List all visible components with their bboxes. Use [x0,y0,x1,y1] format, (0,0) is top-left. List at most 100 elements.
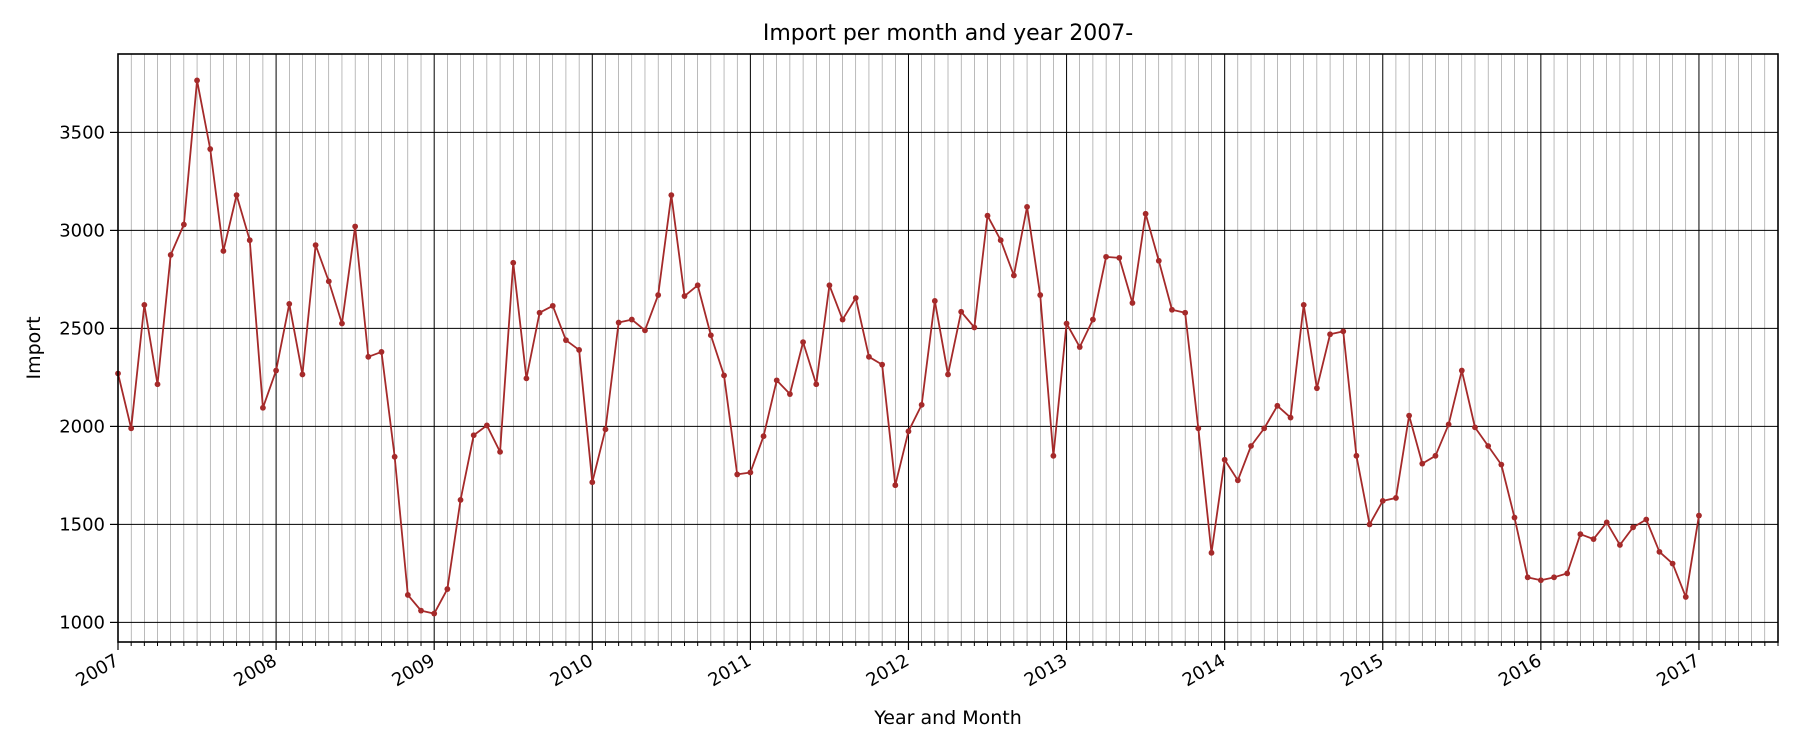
data-point [1169,306,1175,313]
data-point [457,497,464,503]
data-point [220,248,227,254]
x-tick-label: 2009 [389,650,439,691]
data-point [1037,292,1044,298]
data-point [536,309,543,316]
data-point [721,372,727,379]
data-point [1458,367,1465,374]
data-point [1261,425,1268,432]
data-point [668,192,675,199]
data-point [418,607,424,614]
data-point [1682,594,1689,600]
x-tick-label: 2011 [705,650,755,691]
data-point [1393,495,1399,501]
data-point [1090,316,1096,323]
data-point [325,278,332,285]
data-point [391,453,398,460]
data-point [1024,203,1030,210]
grid-lines [117,54,1779,642]
data-point [1234,477,1241,484]
data-point [167,252,174,258]
data-point [760,433,767,440]
data-point [1300,301,1307,308]
data-point [1432,452,1439,459]
data-point [707,332,714,339]
data-point [365,353,372,360]
data-point [339,320,345,327]
data-point [839,316,846,323]
data-point [260,404,266,411]
data-point [800,339,806,346]
data-point [1287,414,1294,421]
chart-title: Import per month and year 2007- [763,21,1133,46]
data-point [576,347,583,353]
y-tick-label: 1000 [59,612,105,633]
data-point [1050,452,1057,459]
data-point [497,448,503,455]
data-point [1340,328,1347,335]
data-point [1076,344,1083,350]
data-point [1010,272,1017,279]
data-point [1656,548,1663,555]
data-point [984,212,991,219]
data-point [1142,210,1149,217]
data-point [1603,519,1610,526]
data-point [1643,516,1650,523]
data-point [1155,257,1162,264]
data-point [1669,560,1676,567]
data-point [628,316,635,323]
data-point [1590,536,1597,542]
data-point [180,221,187,228]
x-axis-label: Year and Month [873,707,1022,729]
data-point [141,301,148,308]
data-point [1524,574,1531,581]
y-tick-label: 2000 [59,416,105,437]
data-point [510,259,517,266]
data-point [747,469,754,476]
data-point [1116,254,1123,261]
data-point [378,349,385,355]
data-point [1419,460,1426,467]
data-point [1208,549,1215,556]
data-point [1313,385,1320,392]
x-tick-label: 2008 [230,650,280,691]
data-point [1182,309,1189,316]
data-point [444,586,451,592]
data-point [1379,497,1386,504]
data-point [1485,443,1492,449]
data-point [207,146,214,152]
data-point [826,282,833,289]
data-point [694,282,701,289]
x-tick-label: 2017 [1653,650,1703,691]
data-point [1327,331,1333,338]
y-tick-label: 3000 [59,220,105,241]
data-point [352,223,359,230]
data-point [866,353,872,360]
x-tick-label: 2007 [72,650,122,691]
data-point [602,426,609,433]
x-tick-label: 2012 [863,650,913,691]
data-point [1248,443,1254,449]
data-point [1366,521,1373,528]
data-point [470,432,477,439]
data-point [1406,412,1413,419]
x-tick-label: 2013 [1021,650,1071,691]
data-point [918,401,925,408]
data-point [1221,456,1228,463]
data-point [273,367,279,374]
data-point [404,592,411,598]
data-point [483,422,490,429]
data-point [286,301,293,307]
data-point [945,371,951,378]
data-point [1445,421,1452,428]
y-tick-label: 1500 [59,514,105,535]
data-point [958,308,965,315]
data-point [1696,512,1702,519]
data-point [1630,524,1636,531]
data-point [154,381,161,388]
data-point [299,371,306,378]
data-point [1498,461,1505,468]
data-point [233,192,240,199]
data-point [787,391,793,397]
data-point [1617,542,1623,548]
